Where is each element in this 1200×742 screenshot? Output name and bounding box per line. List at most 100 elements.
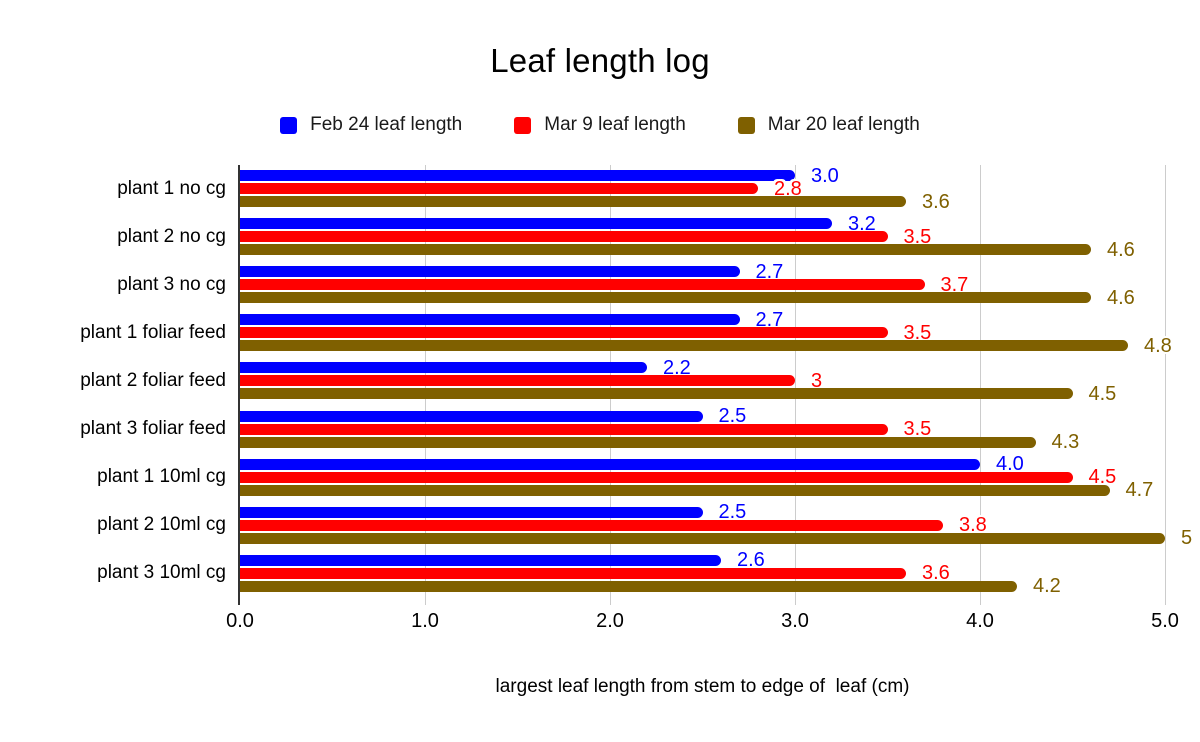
category-label: plant 2 10ml cg — [97, 514, 226, 536]
bar-group: 2.7 3.5 4.8 — [240, 309, 1172, 357]
bar-value-label: 4.5 — [1088, 466, 1117, 489]
bar-value-label: 4.7 — [1125, 479, 1154, 502]
bar — [240, 519, 943, 531]
bar-value-label: 3.8 — [959, 514, 987, 537]
plot-area: 3.0 2.8 3.6 3.2 3.5 4.6 2.7 3.7 4.6 2.7 3.5 4.8 2.2 3… — [238, 165, 1192, 605]
bar-value-label: 4.3 — [1051, 431, 1080, 454]
bar-group: 2.7 3.7 4.6 — [240, 261, 1165, 309]
x-axis-tick-label: 0.0 — [226, 610, 254, 632]
bar — [240, 362, 647, 374]
bar-row: 3.5 — [240, 323, 1165, 343]
category-label: plant 2 foliar feed — [80, 369, 226, 391]
bar — [240, 484, 1110, 496]
bar-value-label: 2.7 — [755, 260, 784, 283]
bar — [240, 218, 832, 230]
bar-row: 5 — [240, 528, 1192, 548]
bar-value-label: 4.6 — [1107, 286, 1135, 309]
bar-value-label: 3.0 — [811, 164, 839, 187]
bar-value-label: 3.7 — [940, 273, 969, 296]
y-axis-line — [238, 165, 240, 605]
bar-value-label: 5 — [1181, 527, 1193, 550]
bar-row: 3.0 — [240, 166, 1165, 186]
bar — [240, 266, 740, 278]
bar-row: 3 — [240, 371, 1165, 391]
bar-row: 3.5 — [240, 419, 1165, 439]
bar-row: 3.7 — [240, 275, 1165, 295]
x-axis-tick-label: 1.0 — [411, 610, 439, 632]
bar-row: 3.2 — [240, 214, 1165, 234]
x-axis-tick-label: 3.0 — [781, 610, 809, 632]
bar-value-label: 2.5 — [718, 501, 747, 524]
legend-label: Mar 9 leaf length — [544, 114, 686, 135]
legend-label: Mar 20 leaf length — [767, 114, 920, 135]
bar-row: 4.5 — [240, 384, 1165, 404]
bar-value-label: 4.0 — [996, 453, 1024, 476]
bar — [240, 580, 1017, 592]
bar-value-label: 4.2 — [1033, 575, 1061, 598]
category-label: plant 3 10ml cg — [97, 562, 226, 584]
bar-value-label: 3.6 — [922, 562, 950, 585]
bar-value-label: 3.5 — [903, 418, 932, 441]
bar-group: 2.6 3.6 4.2 — [240, 550, 1165, 598]
bar-value-label: 4.6 — [1107, 238, 1135, 261]
bar-value-label: 2.5 — [718, 405, 747, 428]
legend-swatch-icon — [514, 116, 532, 134]
bar-row: 2.5 — [240, 406, 1165, 426]
x-axis-tick-label: 5.0 — [1151, 610, 1179, 632]
bar-value-label: 3.5 — [903, 321, 932, 344]
x-axis-tick-label: 2.0 — [596, 610, 624, 632]
bar-value-label: 3 — [811, 369, 823, 392]
gridline — [1165, 165, 1166, 605]
bar — [240, 506, 703, 518]
bar-value-label: 4.8 — [1144, 334, 1172, 357]
bar — [240, 183, 758, 194]
bar-row: 2.8 — [240, 179, 1165, 199]
bar — [240, 436, 1036, 448]
bar-value-label: 3.2 — [848, 212, 876, 235]
bar-value-label: 2.2 — [663, 356, 691, 379]
bar-value-label: 2.6 — [736, 549, 765, 572]
bar — [240, 314, 740, 326]
bar-value-label: 2.8 — [774, 177, 802, 200]
bar — [240, 375, 795, 387]
bar — [240, 532, 1165, 544]
bar-group: 2.5 3.8 5 — [240, 502, 1192, 550]
bar-value-label: 3.6 — [922, 190, 950, 213]
bar-group: 2.5 3.5 4.3 — [240, 406, 1165, 454]
x-axis-title: largest leaf length from stem to edge of… — [495, 676, 910, 697]
bar — [240, 410, 703, 422]
bar-row: 2.5 — [240, 502, 1165, 522]
bar-group: 3.0 2.8 3.6 — [240, 165, 1165, 213]
bar-row: 2.6 — [240, 550, 1165, 570]
bar-row: 4.6 — [240, 288, 1165, 308]
legend: Feb 24 leaf length Mar 9 leaf length Mar 2… — [0, 110, 1200, 140]
bar — [240, 231, 888, 243]
bar-row: 2.2 — [240, 358, 1165, 378]
bar — [240, 471, 1073, 483]
legend-swatch-icon — [280, 116, 298, 134]
bar — [240, 279, 925, 291]
bar-value-label: 4.5 — [1088, 382, 1117, 405]
bar-row: 4.5 — [240, 467, 1165, 487]
category-label: plant 3 foliar feed — [80, 418, 226, 440]
legend-item: Mar 9 leaf length — [514, 114, 686, 136]
bar-row: 4.7 — [240, 480, 1165, 500]
bar-row: 4.3 — [240, 432, 1165, 452]
bar — [240, 292, 1091, 304]
bar — [240, 567, 906, 579]
bar-row: 4.8 — [240, 336, 1172, 356]
bar — [240, 170, 795, 181]
bar-group: 3.2 3.5 4.6 — [240, 213, 1165, 261]
bar-group: 2.2 3 4.5 — [240, 357, 1165, 405]
x-axis-tick-label: 4.0 — [966, 610, 994, 632]
bar — [240, 340, 1128, 352]
bar-row: 2.7 — [240, 262, 1165, 282]
category-label: plant 1 no cg — [117, 177, 226, 199]
legend-swatch-icon — [737, 116, 755, 134]
legend-item: Feb 24 leaf length — [280, 114, 462, 136]
bar-row: 4.2 — [240, 576, 1165, 596]
gridline — [980, 165, 981, 605]
bar-value-label: 3.5 — [903, 225, 932, 248]
bar-group: 4.0 4.5 4.7 — [240, 454, 1165, 502]
